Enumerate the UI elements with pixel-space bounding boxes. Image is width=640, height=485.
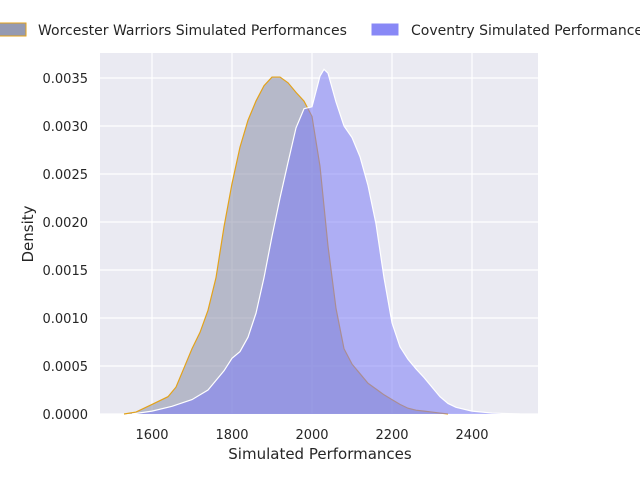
x-tick-label: 1600 [135,428,168,443]
x-axis-title: Simulated Performances [228,445,412,463]
x-tick-label: 2000 [295,428,328,443]
y-tick-label: 0.0010 [43,312,89,327]
x-tick-label: 1800 [215,428,248,443]
y-tick-label: 0.0025 [43,168,89,183]
y-tick-label: 0.0020 [43,216,89,231]
y-tick-label: 0.0005 [43,360,89,375]
x-tick-label: 2200 [375,428,408,443]
series-line-1 [131,68,521,415]
tick-labels: 1600 1800 2000 2200 2400 0.0000 0.0005 0.0010 0.… [43,72,489,443]
legend-label-0: Worcester Warriors Simulated Performance… [38,23,347,39]
x-tick-label: 2400 [455,428,488,443]
legend: Worcester Warriors Simulated Performance… [0,22,640,39]
series-areas [123,68,521,415]
series-area-1 [132,69,520,415]
legend-swatch-0 [0,22,27,37]
y-tick-label: 0.0030 [43,120,89,135]
legend-label-1: Coventry Simulated Performances [411,23,640,39]
y-tick-label: 0.0015 [43,264,89,279]
y-tick-label: 0.0035 [43,72,89,87]
y-tick-label: 0.0000 [43,408,89,423]
y-axis-title: Density [19,205,37,262]
legend-swatch-1 [370,22,400,37]
